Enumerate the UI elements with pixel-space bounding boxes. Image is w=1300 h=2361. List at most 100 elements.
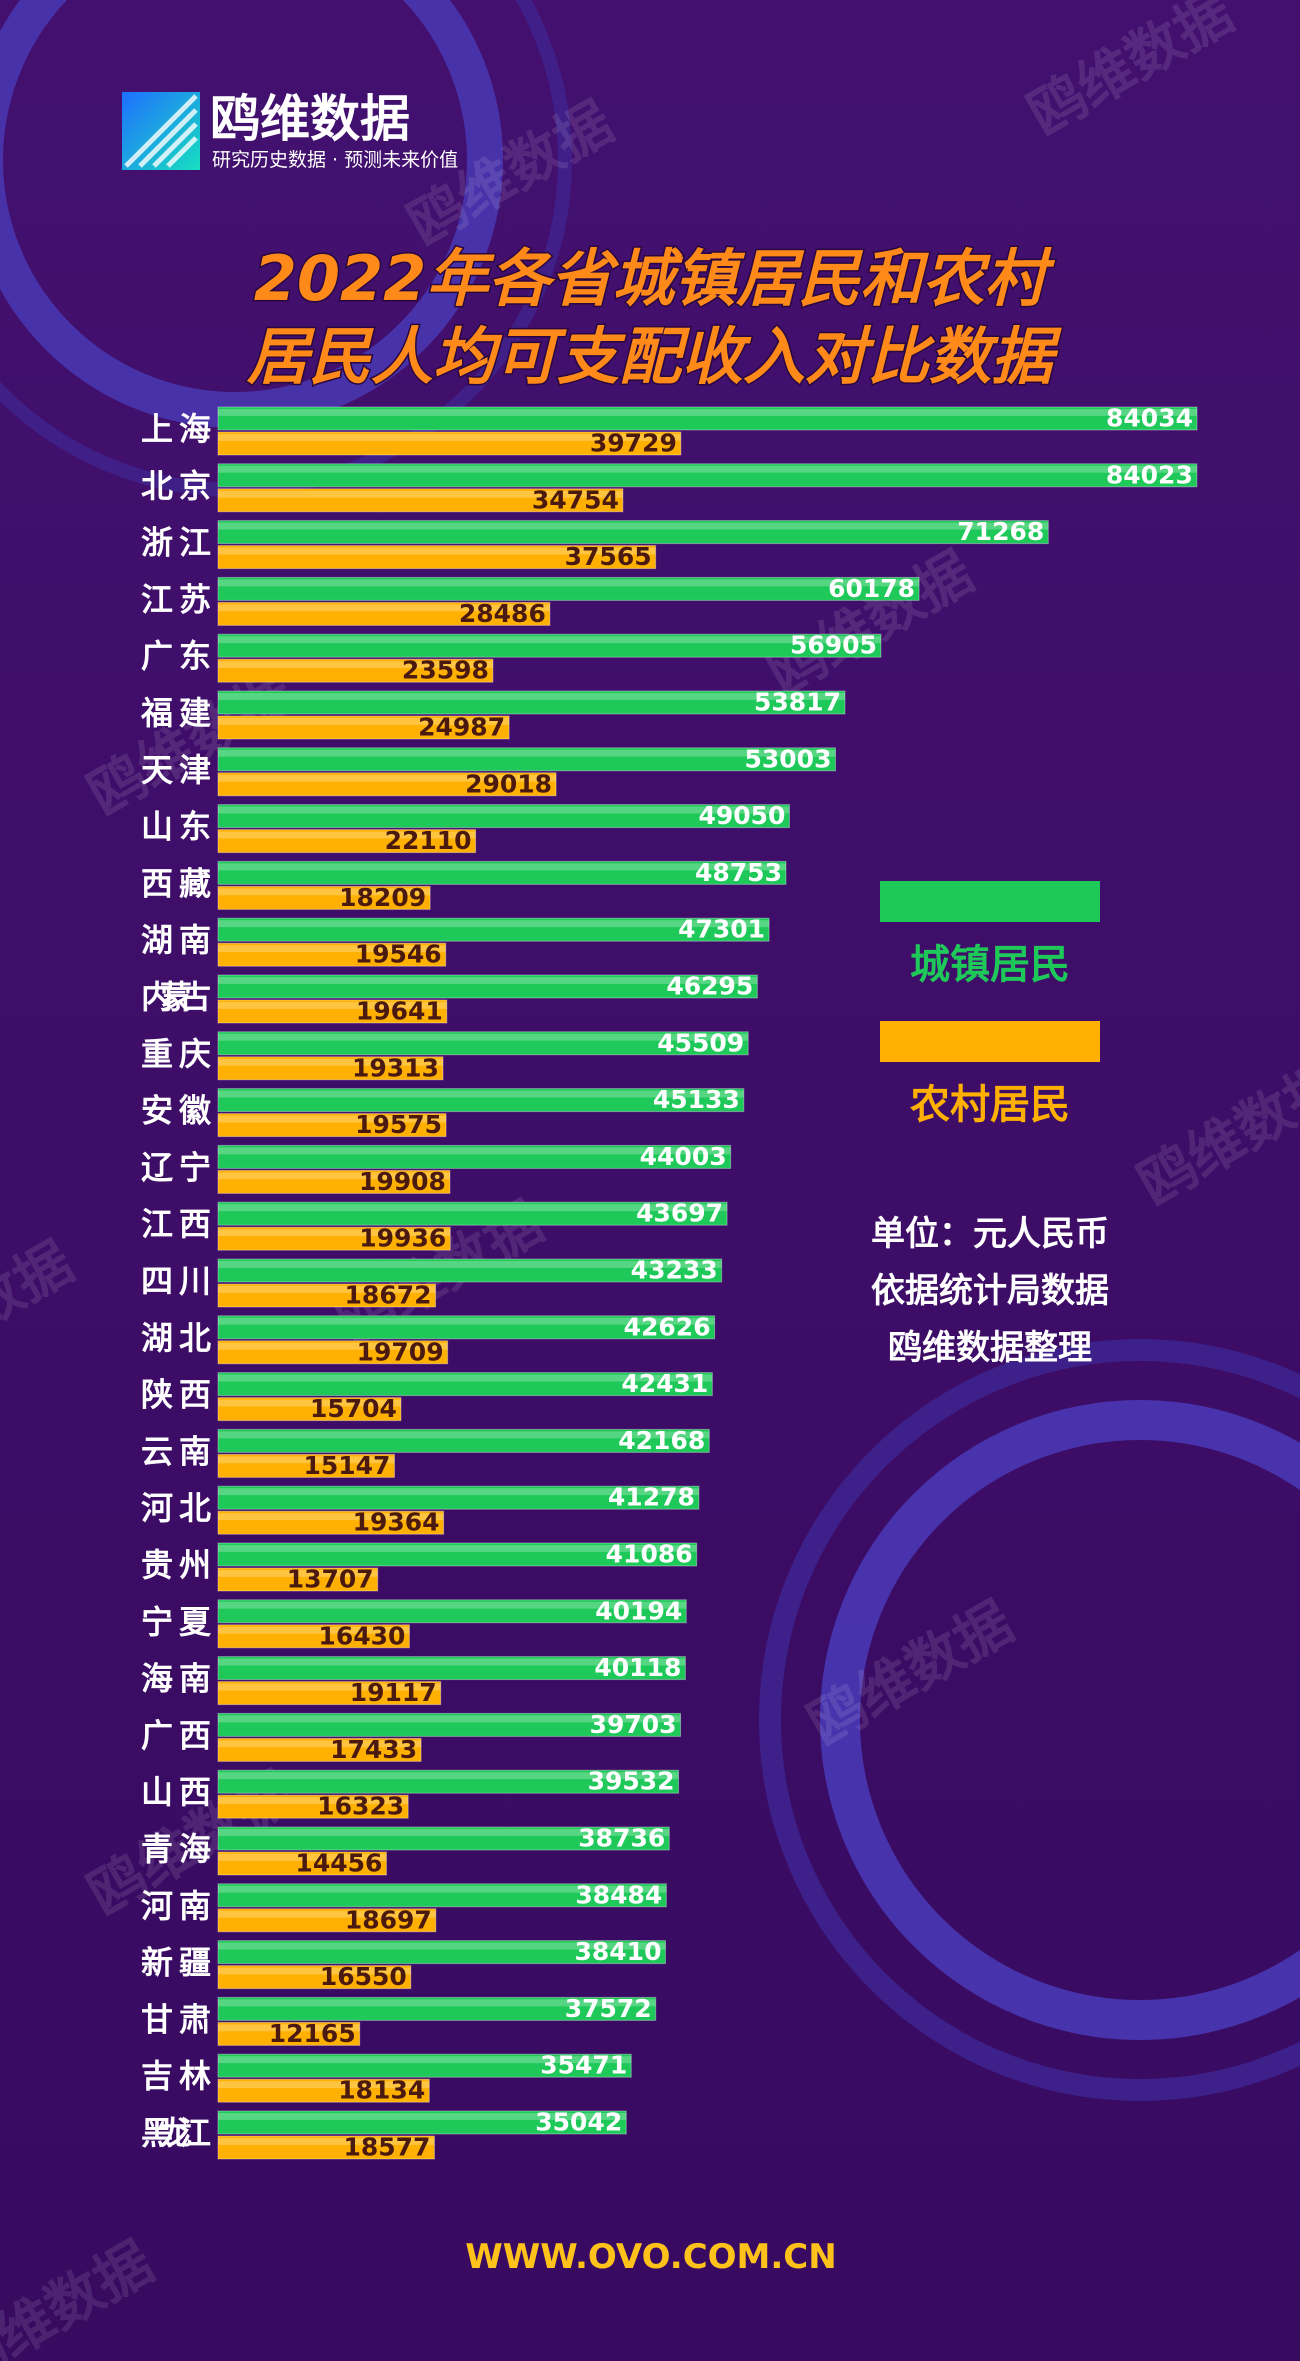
value-label: 19546: [355, 940, 442, 969]
value-label: 18209: [339, 883, 426, 912]
value-label: 34754: [532, 485, 619, 514]
bar-shine: [218, 1229, 451, 1237]
category-label: 内蒙古: [141, 978, 211, 1016]
bar: [217, 1144, 732, 1169]
value-label: 15147: [303, 1451, 390, 1480]
value-label: 40194: [595, 1596, 682, 1625]
bar: [217, 1599, 687, 1624]
legend-swatch: [880, 881, 1100, 922]
bar-shine: [218, 547, 656, 555]
value-label: 18672: [345, 1281, 432, 1310]
value-label: 56905: [790, 631, 877, 660]
bar: [217, 1258, 723, 1283]
bar: [217, 1940, 666, 1965]
slogan: 研究历史数据 · 预测未来价值: [212, 149, 458, 171]
value-label: 39729: [590, 429, 677, 458]
value-label: 46295: [666, 972, 753, 1001]
bar-shine: [218, 490, 623, 498]
value-label: 35042: [535, 2108, 622, 2137]
bar-shine: [218, 1942, 666, 1950]
bar-shine: [218, 1854, 387, 1861]
value-label: 29018: [465, 769, 552, 798]
bar: [217, 1769, 680, 1794]
value-label: 47301: [678, 915, 765, 944]
bar: [217, 1712, 682, 1737]
bar: [217, 1826, 670, 1851]
value-label: 18697: [345, 1905, 432, 1934]
bar: [217, 1372, 713, 1397]
bar: [217, 1794, 409, 1819]
bar: [217, 860, 787, 885]
bar: [217, 545, 657, 570]
value-label: 84034: [1106, 404, 1193, 433]
bar: [217, 690, 846, 715]
bar-shine: [218, 749, 836, 757]
bar-shine: [218, 1261, 722, 1268]
value-label: 43697: [636, 1199, 723, 1228]
bar: [217, 488, 624, 513]
bar: [217, 1201, 728, 1226]
value-label: 41278: [608, 1483, 695, 1512]
value-label: 14456: [295, 1849, 382, 1878]
value-label: 43233: [631, 1256, 718, 1285]
bar: [217, 463, 1198, 488]
brand: 鸥维数据: [210, 90, 410, 148]
bar-shine: [218, 2081, 430, 2089]
bar: [217, 715, 510, 740]
bar-shine: [218, 945, 446, 953]
value-label: 42626: [624, 1312, 711, 1341]
value-label: 19641: [356, 997, 443, 1026]
bar: [217, 1315, 716, 1340]
bar-shine: [218, 1002, 447, 1009]
bar: [217, 1996, 657, 2021]
bar-shine: [218, 2113, 627, 2120]
value-label: 53817: [754, 688, 841, 717]
bar-shine: [218, 1204, 728, 1212]
bar: [217, 804, 790, 829]
value-label: 18134: [338, 2076, 425, 2105]
value-label: 13707: [287, 1565, 374, 1594]
bar-shine: [218, 1286, 436, 1293]
bar: [217, 1056, 444, 1081]
bar: [217, 1340, 449, 1365]
bar: [217, 772, 557, 797]
value-label: 45509: [657, 1028, 744, 1057]
bar-shine: [218, 1513, 444, 1521]
chart-title: 2022年各省城镇居民和农村: [254, 242, 1056, 315]
bar: [217, 1113, 447, 1138]
bar-shine: [218, 1772, 679, 1780]
value-label: 35471: [540, 2051, 627, 2080]
bar: [217, 520, 1049, 545]
bar-shine: [218, 1999, 656, 2007]
bar-shine: [218, 1885, 667, 1893]
bar-shine: [218, 1570, 378, 1577]
bar-shine: [218, 636, 881, 644]
bar-shine: [218, 863, 786, 871]
value-label: 60178: [828, 574, 915, 603]
bar-shine: [218, 1715, 681, 1723]
bar-shine: [218, 1033, 749, 1041]
bar-shine: [218, 1090, 744, 1098]
bar: [217, 1453, 395, 1478]
value-label: 38736: [578, 1824, 665, 1853]
value-label: 37565: [565, 542, 652, 571]
value-label: 18577: [343, 2133, 430, 2162]
bar-shine: [218, 1626, 410, 1634]
value-label: 19936: [359, 1224, 446, 1253]
bar-shine: [218, 1058, 443, 1066]
value-label: 45133: [653, 1085, 740, 1114]
bar-shine: [218, 1683, 441, 1691]
value-label: 23598: [402, 656, 489, 685]
bar: [217, 885, 431, 910]
bar-shine: [218, 465, 1197, 473]
bar-shine: [218, 661, 493, 669]
value-label: 41086: [606, 1540, 693, 1569]
bar: [217, 1031, 749, 1056]
bar: [217, 2021, 361, 2046]
bar-shine: [218, 1967, 411, 1975]
bar-shine: [218, 977, 758, 984]
bar-shine: [218, 1488, 699, 1496]
note: 单位：元人民币: [871, 1214, 1109, 1254]
value-label: 19364: [353, 1508, 440, 1537]
